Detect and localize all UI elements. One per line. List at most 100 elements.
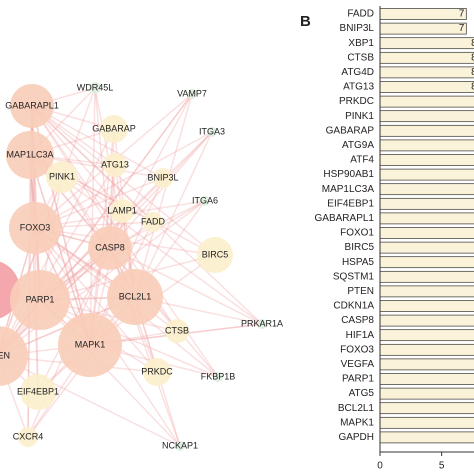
node <box>143 212 163 232</box>
node <box>58 313 122 377</box>
node <box>110 199 134 223</box>
edge <box>89 87 96 346</box>
bar <box>379 168 474 181</box>
y-tick-label: HIF1A <box>346 330 375 341</box>
bar <box>379 66 474 79</box>
node <box>257 319 267 329</box>
bar <box>379 256 474 269</box>
node-label: VAMP7 <box>177 88 207 98</box>
node <box>153 168 173 188</box>
node-label: FOXO3 <box>20 222 51 232</box>
node <box>213 372 223 382</box>
y-tick-label: FOXO3 <box>340 344 374 355</box>
node <box>107 269 163 325</box>
value-label: 8 <box>471 38 474 49</box>
y-tick-label: BIRC5 <box>345 242 375 253</box>
panel-letter: B <box>300 13 311 30</box>
bar <box>379 285 474 298</box>
y-tick-label: PINK1 <box>345 111 374 122</box>
bar <box>379 402 474 415</box>
node <box>18 427 38 447</box>
node-label: ITGA3 <box>199 126 225 136</box>
y-tick-label: ATG13 <box>343 82 374 93</box>
y-tick-label: PTEN <box>347 286 374 297</box>
bar <box>379 343 474 356</box>
node <box>165 319 189 343</box>
edge <box>31 105 154 223</box>
bar <box>379 22 467 35</box>
y-tick-label: ATF4 <box>350 155 374 166</box>
edge <box>31 105 123 212</box>
edge <box>134 93 193 298</box>
node <box>0 326 28 386</box>
edge <box>39 93 193 301</box>
bar <box>379 110 474 123</box>
value-label: 7 <box>459 23 465 34</box>
node-label: CTSB <box>165 325 189 335</box>
node-label: LAMP1 <box>107 205 137 215</box>
network: WDR45L VAMP7 GABARAPL1 GABARAP ITGA3 MAP1LC3A… <box>0 82 283 451</box>
edge <box>0 200 206 356</box>
y-tick-label: GABARAP <box>326 125 375 136</box>
value-label: 8 <box>471 52 474 63</box>
bar <box>379 51 474 64</box>
node-label: PTEN <box>0 350 10 360</box>
x-tick-label: 5 <box>439 461 445 472</box>
node <box>207 127 217 137</box>
y-tick-label: GAPDH <box>338 432 374 443</box>
bar <box>379 241 474 254</box>
y-tick-label: PARP1 <box>342 374 374 385</box>
node <box>20 374 56 410</box>
node-label: PRKDC <box>141 366 173 376</box>
y-tick-label: BNIP3L <box>340 23 375 34</box>
bar <box>379 154 474 166</box>
bar <box>379 95 474 108</box>
bar <box>379 139 474 152</box>
y-tick-label: CTSB <box>347 52 374 63</box>
y-tick-label: PRKDC <box>339 96 374 107</box>
node-label: BIRC5 <box>202 249 229 259</box>
y-tick-label: SQSTM1 <box>333 271 375 282</box>
bar <box>379 300 474 312</box>
value-label: 7 <box>459 9 465 20</box>
edge <box>134 131 213 298</box>
node <box>6 131 54 179</box>
node <box>9 202 61 254</box>
y-tick-label: CDKN1A <box>333 301 374 312</box>
node <box>143 358 171 386</box>
y-tick-label: VEGFA <box>341 359 375 370</box>
node <box>89 82 101 94</box>
bar <box>379 329 474 342</box>
node-label: CASP8 <box>95 242 125 252</box>
bar <box>379 37 474 50</box>
node <box>46 161 78 193</box>
edge <box>109 131 213 249</box>
node-label: EIF4EBP1 <box>17 386 59 396</box>
y-tick-label: MAPK1 <box>340 417 374 428</box>
bar <box>379 270 474 283</box>
node-label: PRKAR1A <box>241 318 283 328</box>
edge <box>29 154 91 346</box>
bar <box>379 197 474 210</box>
node <box>10 270 70 330</box>
node-label: BCL2L1 <box>119 291 152 301</box>
bar <box>379 387 474 400</box>
y-tick-label: ATG4D <box>341 67 374 78</box>
bar <box>379 431 474 444</box>
edge <box>34 131 213 229</box>
edge <box>39 299 181 447</box>
y-tick-label: BCL2L1 <box>338 403 375 414</box>
bar <box>379 416 474 429</box>
bar <box>379 358 474 371</box>
y-tick-label: FOXO1 <box>340 228 374 239</box>
y-tick-label: EIF4EBP1 <box>327 198 374 209</box>
bar <box>379 124 474 137</box>
node-label: MAPK1 <box>75 339 106 349</box>
node-label: ATG13 <box>101 159 129 169</box>
node-label: BNIP3L <box>147 172 178 182</box>
edge <box>0 164 116 355</box>
bar-chart: FADD 7 BNIP3L 7 XBP1 8 CTSB 8 ATG4D 8 ATG13 8 PRKDC P… <box>315 6 474 472</box>
node-label: FKBP1B <box>201 371 236 381</box>
bar <box>379 183 474 196</box>
bar <box>379 314 474 327</box>
